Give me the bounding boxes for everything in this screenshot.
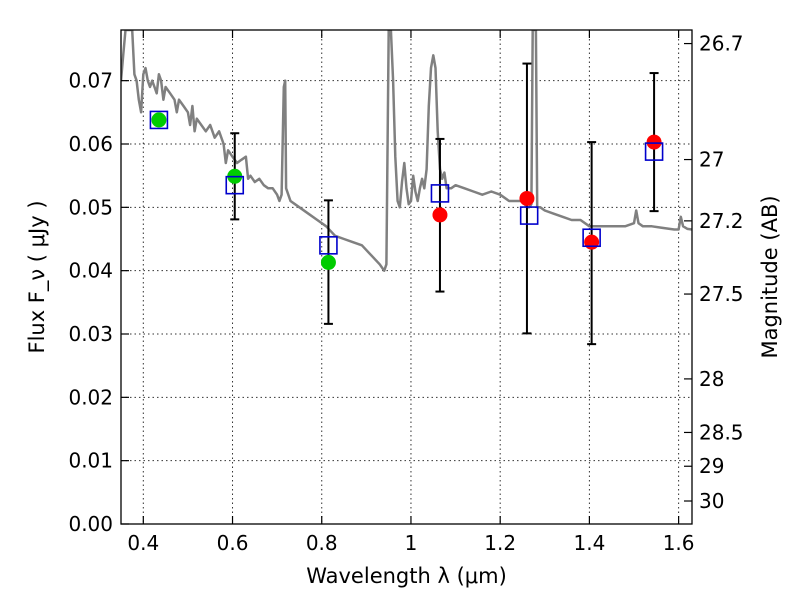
y-tick-label: 0.07 <box>68 69 113 93</box>
y2-tick-label: 27.2 <box>699 209 744 233</box>
y-tick-label: 0.03 <box>68 322 113 346</box>
y2-tick-label: 28.5 <box>699 420 744 444</box>
y-tick-label: 0.02 <box>68 385 113 409</box>
model-flux-square <box>225 175 245 195</box>
x-tick-label: 1.2 <box>484 531 516 555</box>
observed-flux-point <box>646 134 662 150</box>
y-axis-title: Flux F_ν ( μJy ) <box>25 200 50 353</box>
y-tick-label: 0.00 <box>68 512 113 536</box>
observed-flux-point <box>320 254 336 270</box>
observed-flux-point <box>432 207 448 223</box>
y2-axis-title: Magnitude (AB) <box>758 195 782 358</box>
x-tick-label: 1.6 <box>663 531 695 555</box>
axis-tick-labels: 0.4 0.6 0.8 1 1.2 1.4 1.6 0.00 0.01 0.02 0.03 0.04 0… <box>68 32 743 555</box>
y2-tick-label: 26.7 <box>699 32 744 56</box>
x-tick-label: 1 <box>405 531 418 555</box>
x-tick-label: 0.8 <box>306 531 338 555</box>
y-tick-label: 0.06 <box>68 132 113 156</box>
x-tick-label: 0.6 <box>217 531 249 555</box>
model-flux-square <box>519 206 539 225</box>
y-tick-label: 0.05 <box>68 195 113 219</box>
marker-layer <box>149 62 664 346</box>
model-flux-square <box>430 184 450 203</box>
y-tick-label: 0.01 <box>68 449 113 473</box>
series-layer <box>121 30 692 272</box>
y2-tick-label: 30 <box>699 489 724 513</box>
plot-frame <box>120 29 693 525</box>
x-axis-title: Wavelength λ (μm) <box>306 564 507 588</box>
x-tick-label: 1.4 <box>573 531 605 555</box>
observed-flux-point <box>519 190 535 206</box>
grid-lines <box>121 30 692 524</box>
observed-flux-point <box>584 234 600 250</box>
x-tick-label: 0.4 <box>127 531 159 555</box>
y2-tick-label: 27 <box>699 148 724 172</box>
observed-flux-point <box>151 112 167 128</box>
y2-tick-label: 27.5 <box>699 282 744 306</box>
y-tick-label: 0.04 <box>68 259 113 283</box>
model-spectrum-line <box>121 30 692 272</box>
y2-tick-label: 29 <box>699 454 724 478</box>
axis-ticks <box>121 30 692 525</box>
model-flux-square <box>582 228 601 248</box>
model-flux-square <box>644 142 664 161</box>
y2-tick-label: 28 <box>699 367 724 391</box>
model-flux-square <box>149 110 169 130</box>
model-flux-square <box>319 236 338 255</box>
